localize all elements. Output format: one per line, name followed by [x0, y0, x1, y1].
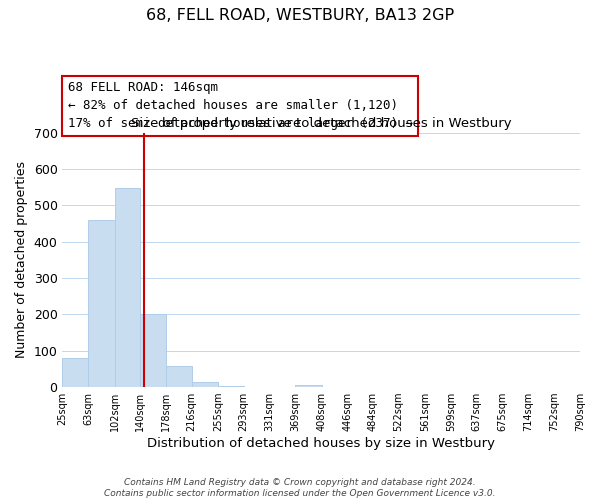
Text: 68, FELL ROAD, WESTBURY, BA13 2GP: 68, FELL ROAD, WESTBURY, BA13 2GP — [146, 8, 454, 22]
Bar — [62, 358, 88, 387]
Bar — [191, 382, 218, 387]
Bar — [295, 386, 322, 387]
Bar — [166, 366, 191, 387]
Bar — [218, 386, 244, 387]
Text: 68 FELL ROAD: 146sqm
← 82% of detached houses are smaller (1,120)
17% of semi-de: 68 FELL ROAD: 146sqm ← 82% of detached h… — [68, 82, 413, 130]
Bar — [88, 220, 115, 387]
Title: Size of property relative to detached houses in Westbury: Size of property relative to detached ho… — [131, 118, 512, 130]
X-axis label: Distribution of detached houses by size in Westbury: Distribution of detached houses by size … — [147, 437, 495, 450]
Bar — [115, 188, 140, 387]
Bar — [140, 314, 166, 387]
Y-axis label: Number of detached properties: Number of detached properties — [15, 162, 28, 358]
Text: Contains HM Land Registry data © Crown copyright and database right 2024.
Contai: Contains HM Land Registry data © Crown c… — [104, 478, 496, 498]
